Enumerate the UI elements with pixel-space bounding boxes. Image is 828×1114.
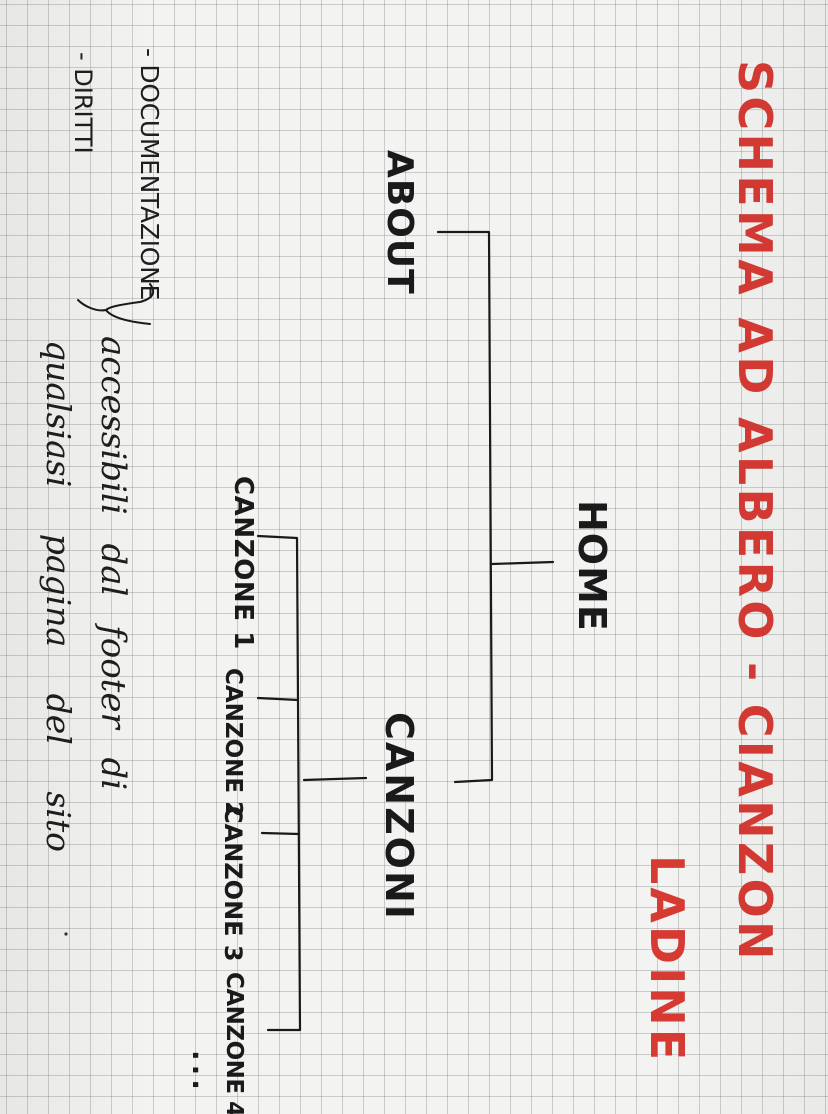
diagram-title-line1: SCHEMA AD ALBERO - CIANZON [728,60,782,963]
curly-brace [77,283,155,325]
node-canzone-1: CANZONE 1 [228,476,258,650]
connector-main-branch [436,230,494,784]
diagram-title-line2: LADINE [640,855,694,1064]
connector-song-2 [256,696,300,702]
node-canzoni: CANZONI [377,712,421,921]
note-qualsiasi-line: qualsiasi pagina del sito [39,340,78,852]
node-canzone-3: CANZONE 3 [219,806,247,962]
connector-song-3 [260,831,301,836]
pen-dot [64,932,68,936]
node-home: HOME [570,500,614,632]
node-canzone-4: CANZONE 4 [221,972,247,1114]
connector-home [490,560,555,566]
connector-songs-branch [256,534,302,1032]
node-about: ABOUT [379,150,420,295]
note-documentazione: - DOCUMENTAZIONE [135,48,164,301]
connector-canzoni [302,776,368,782]
node-canzone-2: CANZONE 2 [220,668,246,818]
note-diritti: - DIRITTI [69,52,97,154]
node-more-ellipsis: ... [186,1050,219,1094]
note-accessibili-line: accessibili dal footer di [93,336,133,791]
